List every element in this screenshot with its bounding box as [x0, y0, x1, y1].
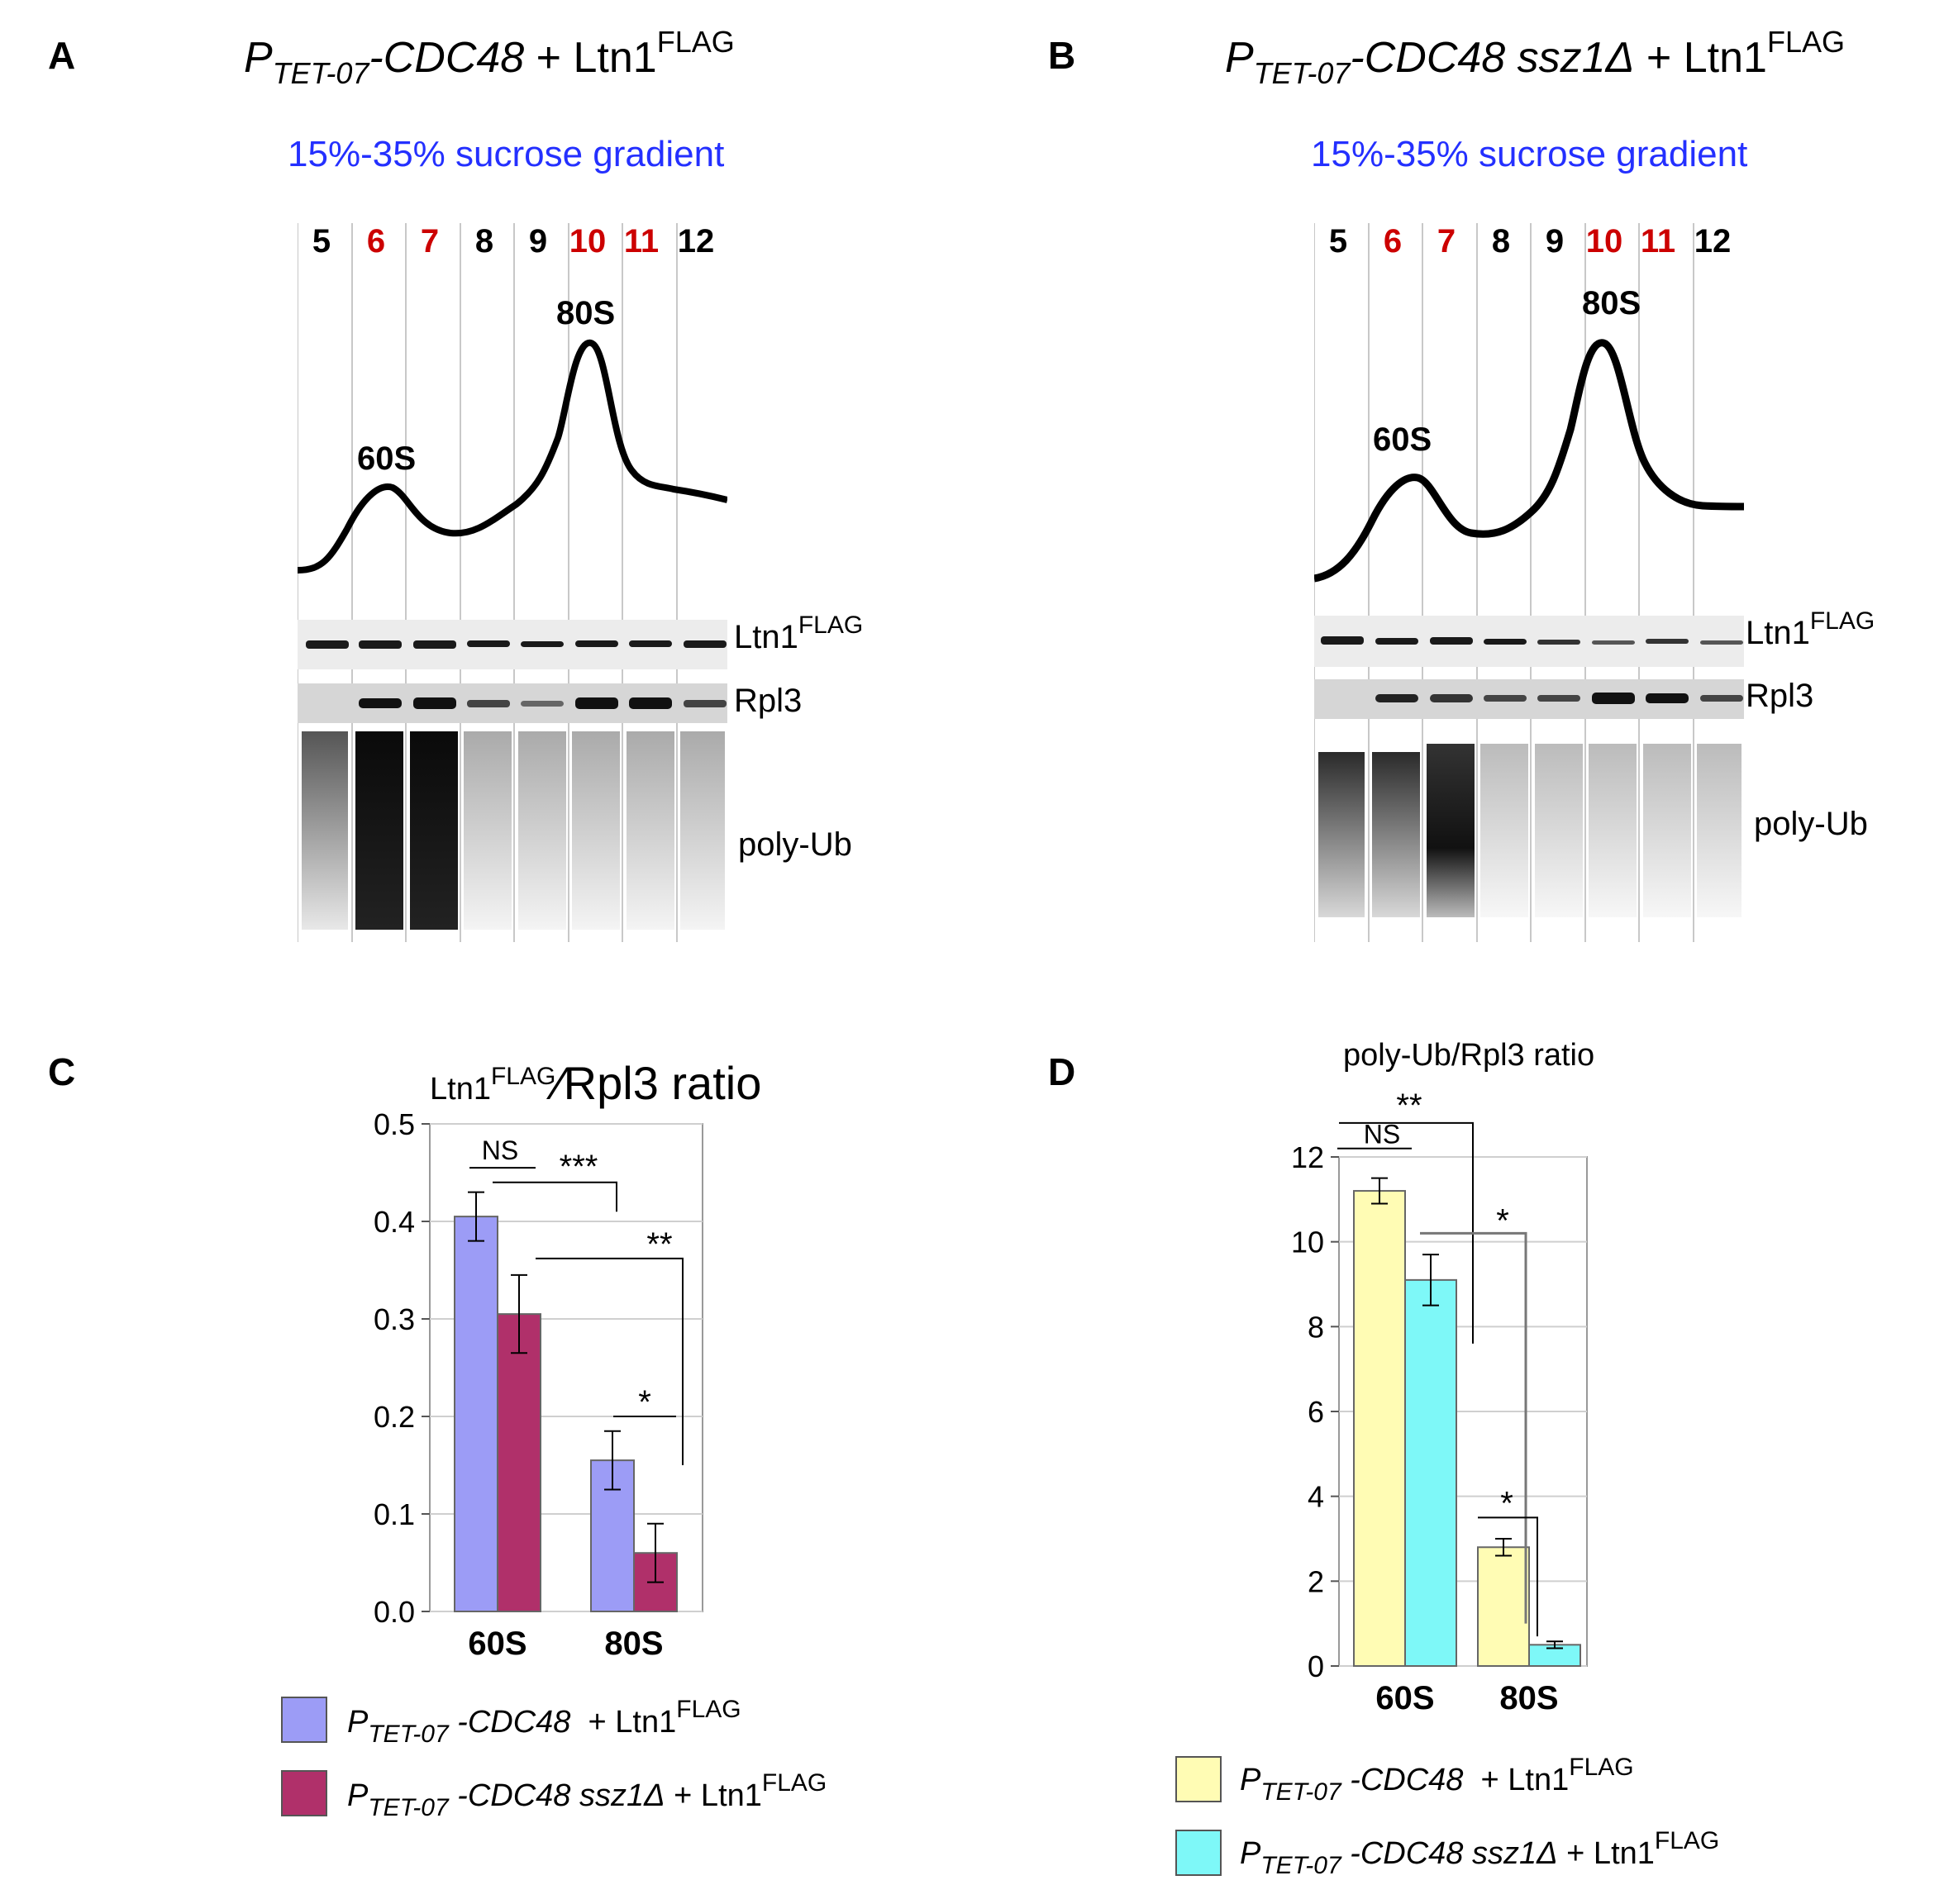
panel-c-legend-label-2: PTET-07 -CDC48 ssz1Δ + Ltn1FLAG	[347, 1769, 827, 1821]
fraction-number: 8	[1491, 223, 1511, 259]
y-tick-label: 0.3	[374, 1302, 415, 1336]
panel-c-letter: C	[48, 1050, 76, 1093]
x-tick-label: 80S	[1499, 1680, 1558, 1716]
panel-b-letter: B	[1048, 34, 1076, 77]
panel-a-polyub-label: poly-Ub	[738, 826, 852, 863]
panel-a-profile	[297, 223, 728, 942]
y-tick-label: 10	[1291, 1226, 1324, 1259]
y-tick-label: 0.0	[374, 1595, 415, 1629]
sig-label: **	[646, 1226, 672, 1263]
panel-d-legend-label-2: PTET-07 -CDC48 ssz1Δ + Ltn1FLAG	[1240, 1827, 1720, 1879]
bar	[1404, 1278, 1457, 1667]
polyub-blot	[302, 731, 725, 930]
bar	[497, 1313, 541, 1612]
absorbance-trace	[297, 340, 728, 574]
y-tick-label: 12	[1291, 1140, 1324, 1174]
panel-a-peak-60s: 60S	[357, 440, 417, 477]
fraction-number: 6	[366, 223, 386, 259]
panel-c-legend-swatch-2	[281, 1770, 327, 1816]
y-tick-label: 0.5	[374, 1107, 415, 1141]
panel-b-rpl3-label: Rpl3	[1746, 678, 1814, 714]
polyub-blot	[1318, 744, 1742, 917]
fraction-number: 5	[312, 223, 331, 259]
fraction-number: 11	[1640, 223, 1676, 259]
fraction-number: 10	[1585, 223, 1623, 259]
panel-a-peak-80s: 80S	[556, 295, 616, 331]
sig-label: ***	[560, 1149, 598, 1185]
fraction-number: 5	[1328, 223, 1348, 259]
y-tick-label: 4	[1308, 1480, 1324, 1514]
y-tick-label: 8	[1308, 1310, 1324, 1344]
panel-c-legend-label-1: PTET-07 -CDC48 + Ltn1FLAG	[347, 1696, 741, 1748]
fraction-number: 7	[1437, 223, 1456, 259]
fraction-number: 7	[420, 223, 440, 259]
sig-bracket	[536, 1257, 684, 1465]
sig-label: *	[1500, 1485, 1513, 1521]
x-tick-label: 60S	[468, 1626, 526, 1662]
y-tick-label: 0.4	[374, 1205, 415, 1239]
y-tick-label: 0	[1308, 1649, 1324, 1683]
bar	[454, 1216, 498, 1612]
absorbance-trace	[1313, 339, 1745, 583]
sig-label: *	[638, 1384, 651, 1421]
panel-d-legend-swatch-1	[1175, 1756, 1222, 1802]
sig-label: *	[1496, 1202, 1509, 1239]
sig-bracket	[493, 1181, 617, 1212]
sig-bracket	[1478, 1516, 1538, 1637]
x-tick-label: 60S	[1375, 1680, 1434, 1716]
fraction-number: 10	[569, 223, 607, 259]
panel-a-rpl3-label: Rpl3	[734, 683, 803, 719]
panel-a-gradient-label: 15%-35% sucrose gradient	[288, 134, 725, 174]
fraction-number: 11	[623, 223, 660, 259]
fraction-number: 12	[1694, 223, 1732, 259]
y-tick-label: 0.1	[374, 1497, 415, 1531]
panel-b-profile	[1313, 223, 1745, 942]
panel-a-ltn1-label: Ltn1FLAG	[734, 612, 864, 655]
y-tick-label: 6	[1308, 1395, 1324, 1429]
panel-c-legend-swatch-1	[281, 1697, 327, 1743]
fraction-number: 8	[474, 223, 494, 259]
y-tick-label: 0.2	[374, 1400, 415, 1434]
x-tick-label: 80S	[604, 1626, 663, 1662]
panel-b-gradient-svg	[1313, 223, 1745, 942]
sig-ns-label: NS	[482, 1135, 518, 1165]
bar	[1353, 1190, 1406, 1668]
sig-bracket	[1420, 1231, 1527, 1624]
y-tick-label: 2	[1308, 1564, 1324, 1598]
panel-b-ltn1-label: Ltn1FLAG	[1746, 607, 1875, 651]
sig-bracket	[1339, 1121, 1474, 1344]
panel-b-polyub-label: poly-Ub	[1754, 806, 1868, 842]
panel-b-peak-60s: 60S	[1373, 421, 1432, 458]
fraction-number: 9	[528, 223, 548, 259]
fraction-number: 6	[1383, 223, 1403, 259]
fraction-number: 9	[1545, 223, 1565, 259]
panel-d-chart-title: poly-Ub/Rpl3 ratio	[1343, 1038, 1595, 1073]
sig-label: **	[1396, 1088, 1422, 1124]
fraction-number: 12	[677, 223, 715, 259]
panel-b-gradient-label: 15%-35% sucrose gradient	[1311, 134, 1748, 174]
sig-ns-label: NS	[1364, 1120, 1400, 1150]
panel-d-legend-swatch-2	[1175, 1830, 1222, 1876]
panel-d-letter: D	[1048, 1050, 1076, 1093]
panel-a-letter: A	[48, 34, 76, 77]
panel-a-gradient-svg	[297, 223, 728, 942]
panel-b-title: PTET-07-CDC48 ssz1Δ + Ltn1FLAG	[1225, 25, 1845, 90]
panel-b-peak-80s: 80S	[1582, 285, 1641, 321]
panel-a-title: PTET-07-CDC48 + Ltn1FLAG	[244, 25, 735, 90]
panel-d-legend-label-1: PTET-07 -CDC48 + Ltn1FLAG	[1240, 1754, 1634, 1806]
panel-c-chart-title: Ltn1FLAG⁄Rpl3 ratio	[430, 1057, 762, 1109]
bar	[1477, 1546, 1530, 1667]
